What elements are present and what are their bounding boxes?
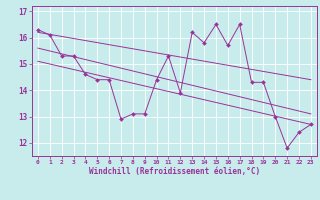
X-axis label: Windchill (Refroidissement éolien,°C): Windchill (Refroidissement éolien,°C) — [89, 167, 260, 176]
